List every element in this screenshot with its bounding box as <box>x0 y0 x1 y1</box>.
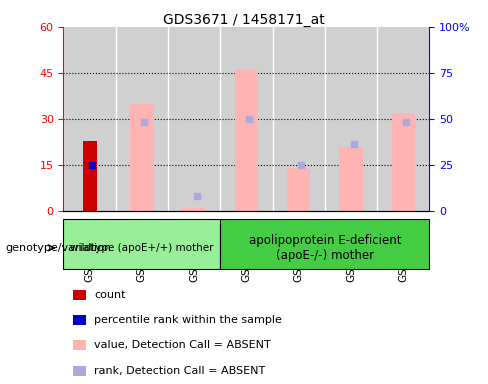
Bar <box>377 27 429 211</box>
Bar <box>73 366 86 376</box>
Bar <box>63 27 116 211</box>
Text: count: count <box>94 290 125 300</box>
Text: genotype/variation: genotype/variation <box>5 243 111 253</box>
Bar <box>339 147 363 211</box>
Text: rank, Detection Call = ABSENT: rank, Detection Call = ABSENT <box>94 366 265 376</box>
Bar <box>82 141 97 211</box>
Text: apolipoprotein E-deficient
(apoE-/-) mother: apolipoprotein E-deficient (apoE-/-) mot… <box>248 234 401 262</box>
Bar <box>287 168 310 211</box>
Bar <box>235 70 258 211</box>
Bar <box>273 27 325 211</box>
Bar <box>391 113 415 211</box>
Bar <box>116 27 168 211</box>
Text: value, Detection Call = ABSENT: value, Detection Call = ABSENT <box>94 340 271 350</box>
Bar <box>63 219 220 269</box>
Bar <box>73 290 86 300</box>
Bar <box>73 315 86 325</box>
Text: percentile rank within the sample: percentile rank within the sample <box>94 315 282 325</box>
Bar <box>220 27 273 211</box>
Bar <box>183 208 206 211</box>
Text: wildtype (apoE+/+) mother: wildtype (apoE+/+) mother <box>70 243 214 253</box>
Bar <box>325 27 377 211</box>
Bar <box>130 104 154 211</box>
Bar <box>168 27 220 211</box>
Bar <box>220 219 429 269</box>
Bar <box>73 340 86 350</box>
Text: GDS3671 / 1458171_at: GDS3671 / 1458171_at <box>163 13 325 27</box>
